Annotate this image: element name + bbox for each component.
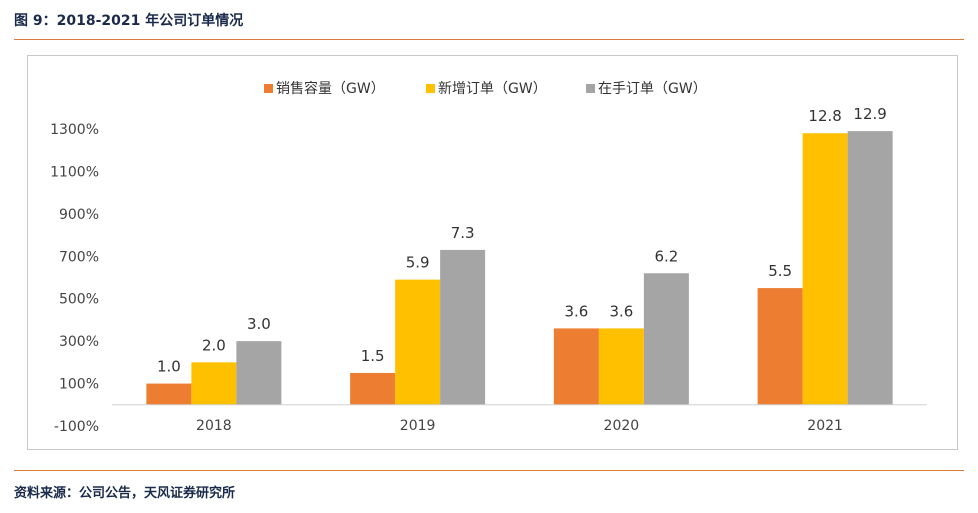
y-tick-label: 100% [59, 377, 99, 393]
bar [236, 341, 282, 405]
data-label: 5.5 [768, 262, 792, 280]
legend-label: 在手订单（GW） [598, 81, 707, 97]
y-tick-label: 500% [59, 292, 99, 308]
x-tick-label: 2019 [400, 418, 436, 434]
x-tick-label: 2021 [807, 418, 843, 434]
data-label: 1.5 [361, 347, 385, 365]
bar [757, 288, 803, 405]
bar [191, 362, 237, 405]
y-axis: -100% 100% 300% 500% 700% 900% 1100% 1300% [50, 122, 99, 435]
data-label: 3.0 [247, 315, 271, 333]
bar [847, 131, 893, 405]
data-label: 12.9 [853, 105, 886, 123]
legend-label: 销售容量（GW） [276, 80, 385, 97]
chart-legend: 销售容量（GW） 新增订单（GW） 在手订单（GW） [264, 80, 707, 97]
y-tick-label: 700% [59, 249, 99, 265]
legend-swatch [426, 84, 435, 93]
data-label: 12.8 [808, 107, 841, 125]
y-tick-label: -100% [54, 419, 99, 435]
bar [802, 133, 848, 405]
data-label: 3.6 [609, 302, 633, 320]
bottom-divider [14, 470, 964, 471]
top-divider [14, 39, 964, 40]
figure-title: 图 9：2018-2021 年公司订单情况 [14, 13, 244, 29]
data-label: 5.9 [406, 254, 430, 272]
x-tick-label: 2018 [196, 418, 232, 434]
bar [146, 383, 192, 405]
bar [440, 249, 486, 405]
x-axis: 2018 2019 2020 2021 [112, 404, 927, 434]
x-tick-label: 2020 [604, 418, 640, 434]
data-label: 3.6 [564, 302, 588, 320]
data-label: 6.2 [654, 247, 678, 265]
y-tick-label: 900% [59, 207, 99, 223]
bar [643, 273, 689, 405]
data-label: 2.0 [202, 336, 226, 354]
legend-swatch [586, 84, 595, 93]
legend-label: 新增订单（GW） [438, 81, 547, 97]
source-note: 资料来源：公司公告，天风证券研究所 [14, 486, 236, 501]
bar [350, 372, 396, 405]
y-tick-label: 1100% [50, 164, 99, 180]
bar-series: 1.0 2.0 3.0 1.5 5.9 7.3 3.6 3.6 6.2 5.5 12.8 12.9 [146, 105, 893, 405]
bar [553, 328, 599, 405]
y-tick-label: 1300% [50, 122, 99, 138]
legend-swatch [264, 84, 273, 93]
data-label: 7.3 [451, 224, 475, 242]
bar [395, 279, 441, 405]
data-label: 1.0 [157, 358, 181, 376]
bar [598, 328, 644, 405]
y-tick-label: 300% [59, 334, 99, 350]
